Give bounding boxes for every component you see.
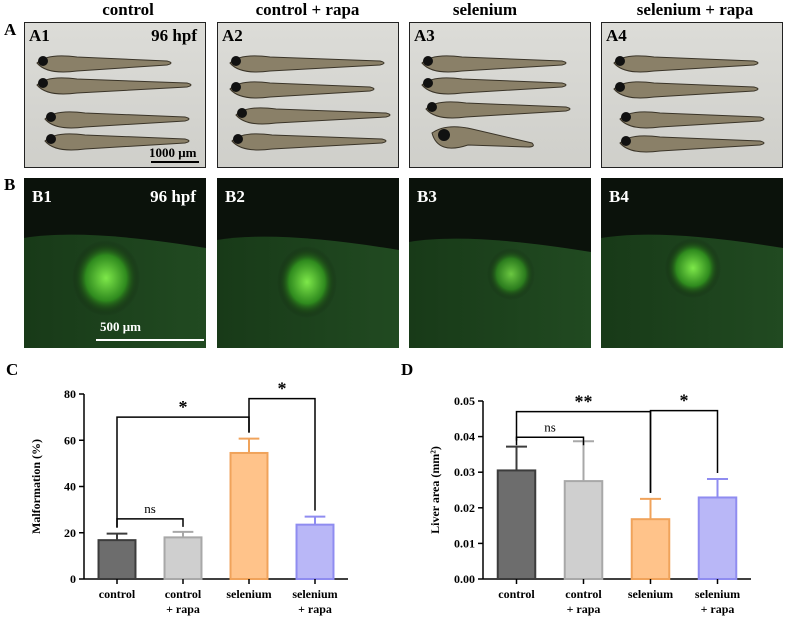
fluorescence-image-b4 — [601, 234, 783, 348]
x-tick-label: selenium — [292, 587, 337, 601]
panel-label-a1: A1 — [29, 26, 50, 45]
significance-bracket — [649, 409, 719, 493]
panel-a4: A4 — [601, 22, 783, 168]
panel-label-b1: B1 — [32, 187, 52, 206]
y-tick-label: 0.01 — [454, 536, 475, 550]
y-tick-label: 0.03 — [454, 465, 475, 479]
y-tick-label: 20 — [64, 526, 76, 540]
x-tick-label: control — [99, 587, 136, 601]
significance-label: * — [179, 397, 188, 417]
panel-label-a2: A2 — [222, 26, 243, 45]
panel-letter-d: D — [401, 360, 413, 379]
bar-1 — [163, 536, 203, 580]
significance-bracket — [515, 436, 585, 446]
panel-a3: A3 — [409, 22, 591, 168]
larvae-image-a4 — [613, 55, 765, 153]
bar-2 — [630, 518, 671, 580]
panel-b1: B1 96 hpf 500 μm — [24, 178, 206, 348]
column-header-selenium-rapa: selenium + rapa — [636, 0, 754, 19]
x-tick-label: + rapa — [166, 602, 200, 616]
row-letter-a: A — [4, 20, 17, 39]
significance-label: ns — [544, 419, 556, 434]
bar-3 — [697, 496, 738, 580]
x-tick-label: selenium — [226, 587, 271, 601]
x-tick-label: + rapa — [567, 602, 601, 616]
panel-b3: B3 — [409, 178, 591, 348]
y-tick-label: 0.02 — [454, 501, 475, 515]
column-header-selenium: selenium — [452, 0, 518, 19]
x-tick-label: + rapa — [701, 602, 735, 616]
significance-bracket — [248, 397, 316, 511]
y-tick-label: 0 — [70, 572, 76, 586]
chart-d: D 0.00 0.01 0.02 0.03 0.04 0.05 Liver area (mm²… — [401, 360, 751, 616]
significance-label: ** — [575, 392, 593, 412]
bar-1 — [563, 480, 604, 580]
panel-label-a3: A3 — [414, 26, 435, 45]
stage-label-a: 96 hpf — [151, 26, 197, 45]
panel-label-b4: B4 — [609, 187, 629, 206]
bar-2 — [229, 451, 269, 580]
panel-a1: A1 96 hpf 1000 μm — [24, 22, 206, 168]
x-tick-label: selenium — [628, 587, 673, 601]
fluorescence-image-b1 — [24, 234, 206, 348]
panel-label-b3: B3 — [417, 187, 437, 206]
x-tick-label: control — [565, 587, 602, 601]
significance-bracket — [116, 416, 250, 528]
bar-3 — [295, 523, 335, 580]
larvae-image-a1 — [36, 55, 192, 151]
larvae-image-a3 — [421, 55, 571, 149]
x-tick-label: control — [165, 587, 202, 601]
significance-label: ns — [144, 501, 156, 516]
column-header-control: control — [102, 0, 154, 19]
fluorescence-image-b2 — [217, 236, 399, 348]
column-header-control-rapa: control + rapa — [255, 0, 360, 19]
stage-label-b: 96 hpf — [150, 187, 196, 206]
y-tick-label: 0.00 — [454, 572, 475, 586]
y-tick-label: 80 — [64, 387, 76, 401]
x-tick-label: + rapa — [298, 602, 332, 616]
y-tick-label: 0.05 — [454, 394, 475, 408]
larvae-image-a2 — [229, 55, 391, 151]
y-tick-label: 60 — [64, 433, 76, 447]
fluorescence-image-b3 — [409, 238, 591, 348]
x-tick-label: control — [498, 587, 535, 601]
significance-label: * — [278, 379, 287, 399]
bar-0 — [496, 469, 537, 580]
y-axis-label: Liver area (mm²) — [428, 446, 442, 534]
scale-bar-a — [151, 161, 199, 163]
scale-bar-b — [96, 339, 204, 341]
bar-0 — [97, 539, 137, 580]
y-tick-label: 0.04 — [454, 430, 475, 444]
scale-label-a: 1000 μm — [149, 145, 197, 160]
panel-a2: A2 — [217, 22, 399, 168]
significance-bracket — [116, 518, 184, 528]
significance-label: * — [680, 391, 689, 411]
chart-c: C 0 20 40 60 80 Malformation (%) control control… — [6, 360, 348, 616]
y-tick-label: 40 — [64, 480, 76, 494]
panel-label-b2: B2 — [225, 187, 245, 206]
panel-b2: B2 — [217, 178, 399, 348]
y-axis-label: Malformation (%) — [29, 439, 43, 534]
panel-label-a4: A4 — [606, 26, 627, 45]
x-tick-label: selenium — [695, 587, 740, 601]
scale-label-b: 500 μm — [100, 319, 141, 334]
panel-letter-c: C — [6, 360, 18, 379]
panel-b4: B4 — [601, 178, 783, 348]
row-letter-b: B — [4, 175, 16, 194]
